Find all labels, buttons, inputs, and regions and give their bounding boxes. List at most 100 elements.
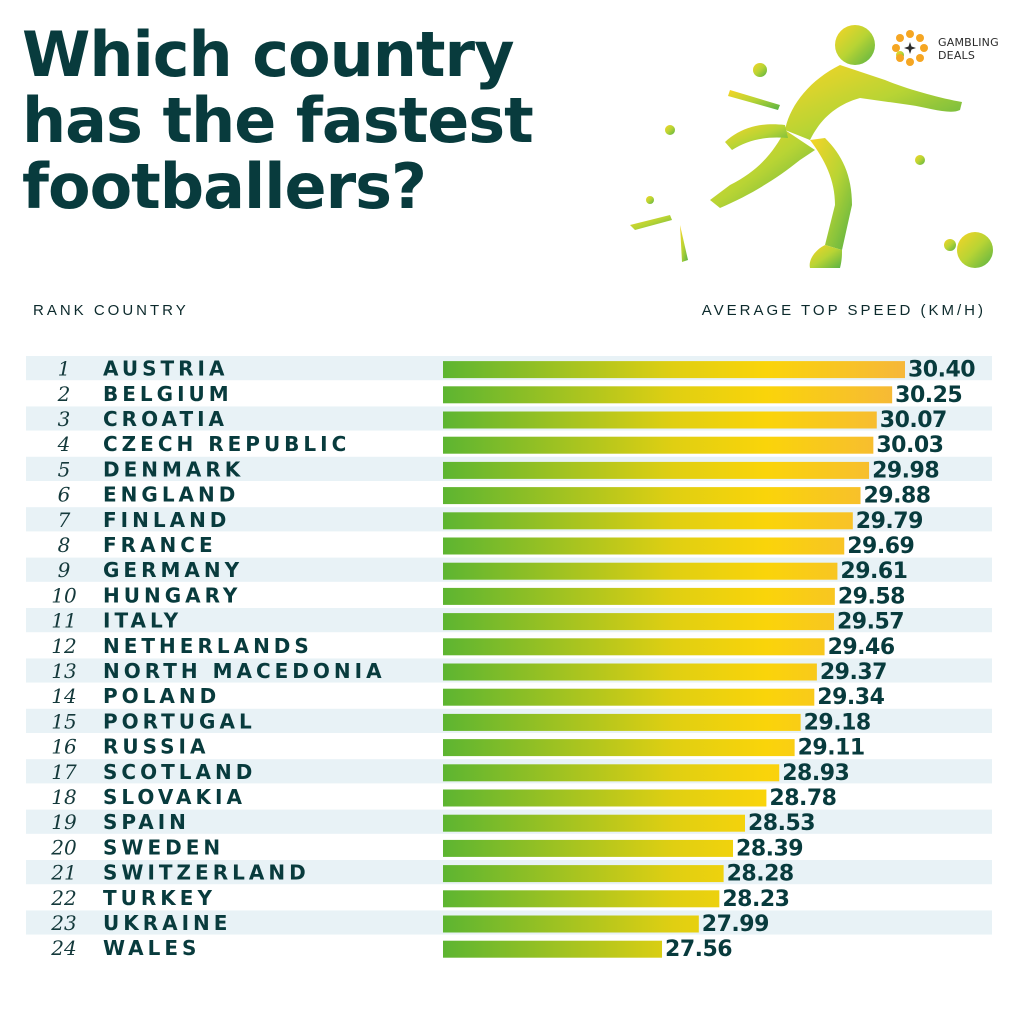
rank-label: 14 xyxy=(51,684,76,708)
bar-czech-republic xyxy=(443,436,874,454)
value-label: 29.34 xyxy=(817,685,884,710)
value-label: 27.56 xyxy=(665,937,732,962)
rank-label: 19 xyxy=(51,810,77,834)
brand-line-1: GAMBLING xyxy=(938,36,999,49)
value-label: 27.99 xyxy=(702,912,769,937)
rank-label: 13 xyxy=(51,659,76,683)
value-label: 29.88 xyxy=(864,484,931,509)
value-label: 29.69 xyxy=(847,534,914,559)
country-label: SLOVAKIA xyxy=(103,785,246,809)
bar-russia xyxy=(443,739,795,757)
bar-ukraine xyxy=(443,915,699,933)
rank-label: 17 xyxy=(51,760,77,784)
country-label: SWITZERLAND xyxy=(103,861,310,885)
country-label: AUSTRIA xyxy=(103,357,228,381)
rank-label: 8 xyxy=(58,533,71,557)
value-label: 29.61 xyxy=(840,559,907,584)
country-label: ENGLAND xyxy=(103,483,239,507)
rank-label: 7 xyxy=(58,508,71,532)
country-label: WALES xyxy=(103,936,200,960)
value-label: 28.39 xyxy=(736,836,803,861)
rank-label: 22 xyxy=(50,886,76,910)
country-label: POLAND xyxy=(103,684,220,708)
title-line-3: footballers? xyxy=(22,150,427,223)
country-label: FINLAND xyxy=(103,508,230,532)
rank-label: 20 xyxy=(50,835,77,859)
country-label: SCOTLAND xyxy=(103,760,256,784)
bar-scotland xyxy=(443,764,780,782)
country-label: HUNGARY xyxy=(103,583,241,607)
rank-label: 24 xyxy=(50,936,76,960)
value-label: 29.79 xyxy=(856,509,923,534)
country-label: FRANCE xyxy=(103,533,217,557)
country-label: BELGIUM xyxy=(103,382,233,406)
bar-switzerland xyxy=(443,865,724,883)
country-label: CZECH REPUBLIC xyxy=(103,432,350,456)
rank-label: 5 xyxy=(58,457,71,481)
country-label: SPAIN xyxy=(103,810,190,834)
country-label: GERMANY xyxy=(103,558,243,582)
value-label: 29.98 xyxy=(872,458,939,483)
rank-label: 21 xyxy=(50,861,76,885)
title-line-1: Which country xyxy=(22,18,515,91)
page-title: Which country has the fastest footballer… xyxy=(22,22,642,220)
rank-label: 6 xyxy=(58,483,71,507)
value-label: 28.93 xyxy=(782,761,849,786)
bar-england xyxy=(443,487,861,505)
brand-line-2: DEALS xyxy=(938,49,976,62)
speed-header: AVERAGE TOP SPEED (KM/H) xyxy=(701,302,986,319)
rank-label: 12 xyxy=(51,634,76,658)
rank-label: 23 xyxy=(50,911,76,935)
bar-sweden xyxy=(443,839,734,857)
value-label: 28.53 xyxy=(748,811,815,836)
value-label: 29.37 xyxy=(820,660,887,685)
rank-label: 3 xyxy=(58,407,71,431)
bar-hungary xyxy=(443,587,835,605)
bar-portugal xyxy=(443,713,801,731)
bar-germany xyxy=(443,562,838,580)
bar-croatia xyxy=(443,411,877,429)
country-label: SWEDEN xyxy=(103,835,224,859)
rank-label: 16 xyxy=(51,735,77,759)
bar-north-macedonia xyxy=(443,663,817,681)
country-label: PORTUGAL xyxy=(103,709,256,733)
country-label: TURKEY xyxy=(103,886,216,910)
bar-slovakia xyxy=(443,789,767,807)
bar-france xyxy=(443,537,845,555)
bar-italy xyxy=(443,613,834,631)
rank-label: 10 xyxy=(51,583,77,607)
bar-turkey xyxy=(443,890,720,908)
bar-poland xyxy=(443,688,815,706)
country-label: CROATIA xyxy=(103,407,228,431)
bar-wales xyxy=(443,940,663,958)
rank-label: 18 xyxy=(51,785,76,809)
rank-label: 1 xyxy=(58,357,71,381)
country-label: DENMARK xyxy=(103,457,244,481)
value-label: 30.03 xyxy=(876,433,943,458)
country-label: NETHERLANDS xyxy=(103,634,313,658)
title-line-2: has the fastest xyxy=(22,84,534,157)
rank-label: 9 xyxy=(58,558,71,582)
value-label: 28.28 xyxy=(727,862,794,887)
bar-finland xyxy=(443,512,853,530)
bar-spain xyxy=(443,814,746,832)
brand-name: GAMBLING DEALS xyxy=(938,36,1018,62)
value-label: 29.18 xyxy=(804,710,871,735)
rank-label: 15 xyxy=(51,709,76,733)
value-label: 29.46 xyxy=(828,635,895,660)
gambling-deals-logo-icon xyxy=(892,30,928,66)
value-label: 30.25 xyxy=(895,383,962,408)
country-label: NORTH MACEDONIA xyxy=(103,659,386,683)
rank-label: 11 xyxy=(51,609,76,633)
value-label: 28.23 xyxy=(722,887,789,912)
value-label: 29.11 xyxy=(798,736,865,761)
rank-label: 4 xyxy=(57,432,71,456)
value-label: 29.57 xyxy=(837,610,904,635)
bar-austria xyxy=(443,361,905,379)
value-label: 30.40 xyxy=(908,358,975,383)
value-label: 28.78 xyxy=(769,786,836,811)
value-label: 29.58 xyxy=(838,584,905,609)
country-label: ITALY xyxy=(103,609,182,633)
value-label: 30.07 xyxy=(880,408,947,433)
